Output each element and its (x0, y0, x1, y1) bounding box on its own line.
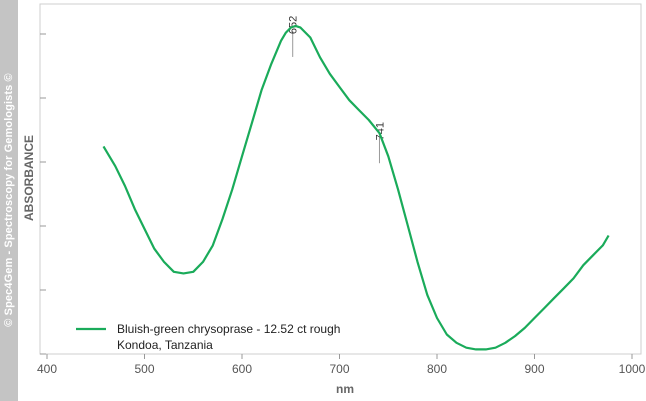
x-tick-label: 800 (427, 362, 447, 376)
legend: Bluish-green chrysoprase - 12.52 ct roug… (76, 322, 340, 352)
x-axis-title: nm (336, 382, 354, 396)
x-tick-label: 500 (134, 362, 154, 376)
x-tick-label: 700 (329, 362, 349, 376)
x-tick-label: 600 (232, 362, 252, 376)
peak-label: 652 (288, 16, 300, 34)
x-tick-label: 900 (524, 362, 544, 376)
peak-label: 741 (374, 122, 386, 140)
peak-markers: 652 741 (288, 16, 386, 164)
legend-sublabel: Kondoa, Tanzania (117, 338, 213, 352)
legend-label: Bluish-green chrysoprase - 12.52 ct roug… (117, 322, 340, 336)
watermark-band: © Spec4Gem - Spectroscopy for Gemologist… (0, 0, 18, 401)
x-tick-label: 400 (37, 362, 57, 376)
y-axis-ticks (40, 33, 46, 355)
x-tick-label: 1000 (619, 362, 646, 376)
x-axis-ticks: 400 500 600 700 800 900 1000 (37, 354, 646, 376)
y-axis-title: ABSORBANCE (22, 135, 36, 221)
plot-frame (39, 3, 642, 355)
series-line (102, 24, 610, 351)
